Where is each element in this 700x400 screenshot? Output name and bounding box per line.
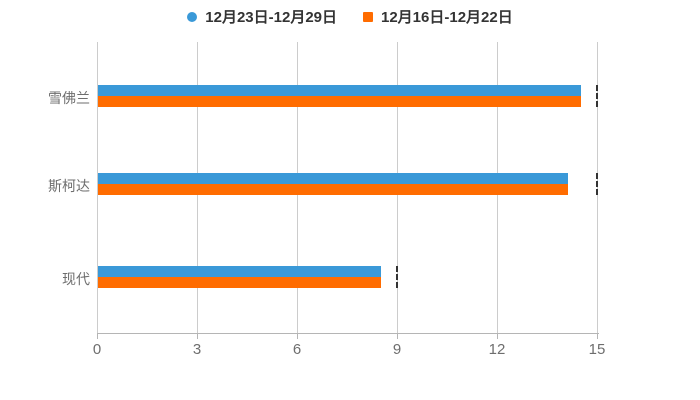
- bar-end-dash-mark: [396, 266, 398, 288]
- bar-blue-3[interactable]: [98, 266, 382, 277]
- category-label: 雪佛兰: [48, 90, 90, 106]
- x-axis-tick: [597, 334, 598, 339]
- bar-end-dash-mark: [596, 173, 598, 195]
- x-tick-label: 9: [392, 341, 402, 358]
- legend-label: 12月23日-12月29日: [205, 9, 337, 26]
- x-axis-tick: [197, 334, 198, 339]
- legend-label: 12月16日-12月22日: [381, 9, 513, 26]
- category-label: 斯柯达: [48, 178, 90, 194]
- x-tick-label: 15: [588, 341, 606, 358]
- bar-end-dash-mark: [596, 85, 598, 107]
- x-tick-label: 6: [292, 341, 302, 358]
- legend-circle-marker-icon: [187, 11, 198, 22]
- bar-orange-2[interactable]: [98, 184, 568, 195]
- x-axis-line: [97, 333, 599, 334]
- x-axis-tick: [497, 334, 498, 339]
- bar-blue-2[interactable]: [98, 173, 568, 184]
- bar-orange-3[interactable]: [98, 277, 382, 288]
- x-tick-label: 0: [92, 341, 102, 358]
- x-tick-label: 3: [192, 341, 202, 358]
- bar-orange-1[interactable]: [98, 96, 582, 107]
- x-axis-tick: [297, 334, 298, 339]
- legend-item-series-2[interactable]: 12月16日-12月22日: [363, 6, 513, 27]
- bar-blue-1[interactable]: [98, 85, 582, 96]
- x-tick-label: 12: [488, 341, 506, 358]
- y-axis-line: [97, 42, 98, 333]
- chart-legend: 12月23日-12月29日 12月16日-12月22日: [0, 6, 700, 27]
- x-axis-tick: [397, 334, 398, 339]
- category-label: 现代: [62, 271, 90, 287]
- legend-item-series-1[interactable]: 12月23日-12月29日: [187, 6, 337, 27]
- legend-square-marker-icon: [363, 11, 373, 22]
- x-axis-tick: [97, 334, 98, 339]
